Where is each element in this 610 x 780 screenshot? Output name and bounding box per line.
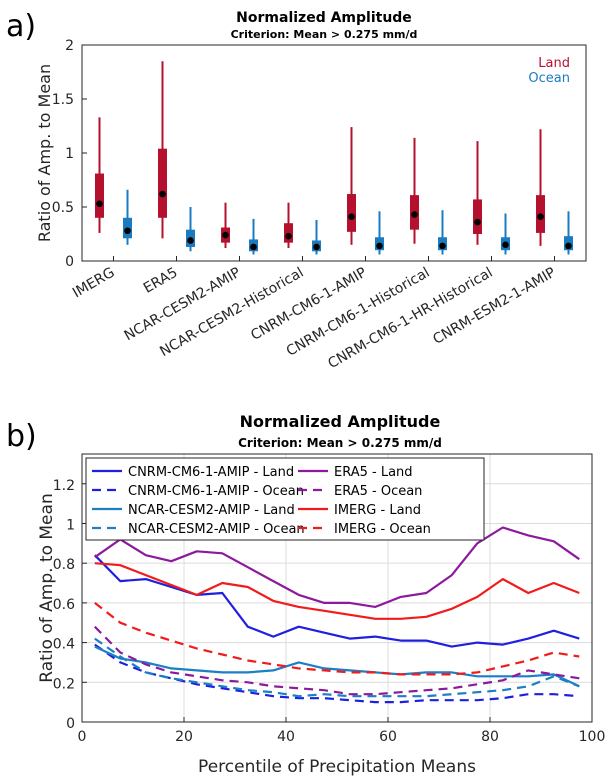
panel-b-legend-label: ERA5 - Ocean — [334, 484, 422, 499]
panel-b-yticks: 0 0.2 0.4 0.6 0.8 1 1.2 — [53, 478, 87, 732]
panel-a-median — [565, 242, 572, 250]
panel-b-lines — [94, 526, 580, 704]
panel-b-ylabel: Ratio of Amp. to Mean — [37, 493, 57, 682]
panel-a-xticks: IMERG ERA5NCAR-CESM2-AMIPNCAR-CESM2-Histo… — [70, 256, 559, 372]
panel-a-ytick-label: 1 — [65, 146, 74, 162]
panel-a-median — [537, 213, 544, 221]
panel-b-legend-label: ERA5 - Land — [334, 465, 413, 480]
panel-b-ytick-label: 0.6 — [53, 597, 75, 613]
panel-a-box — [95, 173, 104, 218]
panel-b-xtick-label: 0 — [78, 729, 87, 745]
panel-b: b) Normalized Amplitude Criterion: Mean … — [6, 412, 605, 777]
panel-a-xtick-label: ERA5 — [141, 265, 181, 297]
panel-a-label: a) — [6, 9, 36, 44]
panel-b-xlabel: Percentile of Precipitation Means — [198, 757, 476, 777]
panel-b-series-line — [94, 526, 580, 609]
panel-b-legend: CNRM-CM6-1-AMIP - Land CNRM-CM6-1-AMIP - … — [85, 457, 485, 541]
panel-b-xtick-label: 20 — [175, 729, 193, 745]
panel-b-ytick-label: 1.2 — [53, 478, 75, 494]
panel-a-median — [313, 243, 320, 251]
panel-b-legend-box — [85, 457, 485, 541]
panel-b-legend-label: IMERG - Land — [334, 503, 421, 518]
panel-b-series-line — [94, 643, 580, 704]
panel-b-series-line — [94, 637, 580, 698]
panel-b-legend-label: IMERG - Ocean — [334, 522, 431, 537]
panel-b-subtitle: Criterion: Mean > 0.275 mm/d — [238, 436, 442, 450]
panel-a-yticks: 0 0.5 1 1.5 2 — [52, 38, 87, 270]
panel-a-ytick-label: 0.5 — [52, 200, 74, 216]
panel-b-ytick-label: 1 — [66, 517, 75, 533]
panel-a-legend-entry: Ocean — [528, 71, 570, 86]
panel-a-median — [124, 227, 131, 235]
panel-b-title: Normalized Amplitude — [240, 412, 441, 431]
panel-b-ytick-label: 0.2 — [53, 676, 75, 692]
panel-a-legend-entry: Land — [538, 56, 570, 71]
panel-b-xtick-label: 80 — [481, 729, 499, 745]
panel-b-axes-box — [81, 453, 593, 723]
panel-b-legend-label: NCAR-CESM2-AMIP - Ocean — [128, 522, 305, 537]
panel-a-median — [348, 213, 355, 221]
panel-b-xtick-label: 40 — [277, 729, 295, 745]
panel-a-median — [285, 232, 292, 240]
panel-a-median — [411, 211, 418, 218]
panel-a-box — [473, 199, 482, 234]
panel-b-xtick-label: 60 — [379, 729, 397, 745]
panel-a-box — [347, 194, 356, 232]
panel-b-xticks: 0 20 40 60 80 100 — [78, 717, 606, 745]
panel-a-median — [222, 231, 229, 239]
panel-a-xtick-label: IMERG — [70, 265, 118, 302]
panel-a-subtitle: Criterion: Mean > 0.275 mm/d — [231, 28, 418, 41]
panel-a-median — [439, 242, 446, 250]
panel-b-label: b) — [6, 419, 37, 454]
panel-b-series-line — [94, 645, 580, 688]
panel-a: a) Normalized Amplitude Criterion: Mean … — [6, 9, 587, 372]
panel-b-legend-label: CNRM-CM6-1-AMIP - Ocean — [128, 484, 304, 499]
panel-a-ytick-label: 0 — [65, 254, 74, 270]
panel-b-series-line — [94, 562, 580, 620]
panel-a-median — [187, 237, 194, 244]
panel-b-legend-label: NCAR-CESM2-AMIP - Land — [128, 503, 295, 518]
panel-b-series-line — [94, 602, 580, 676]
panel-a-median — [96, 200, 103, 208]
panel-a-ylabel: Ratio of Amp. to Mean — [35, 64, 54, 242]
panel-b-xtick-label: 100 — [579, 729, 606, 745]
panel-a-ytick-label: 1.5 — [52, 92, 74, 108]
panel-b-series-line — [94, 554, 580, 648]
panel-b-ytick-label: 0.8 — [53, 557, 75, 573]
panel-a-median — [474, 218, 481, 226]
panel-a-median — [159, 190, 166, 198]
panel-a-axes-box — [81, 44, 587, 262]
panel-a-median — [376, 242, 383, 250]
panel-b-ytick-label: 0 — [66, 716, 75, 732]
panel-b-series-line — [94, 625, 580, 696]
panel-a-boxes — [95, 61, 573, 255]
panel-a-box — [158, 148, 167, 218]
panel-a-median — [250, 243, 257, 251]
panel-a-title: Normalized Amplitude — [236, 10, 412, 26]
panel-a-median — [502, 241, 509, 249]
panel-b-legend-label: CNRM-CM6-1-AMIP - Land — [128, 465, 294, 480]
panel-b-ytick-label: 0.4 — [53, 637, 75, 653]
panel-a-ytick-label: 2 — [65, 38, 74, 54]
